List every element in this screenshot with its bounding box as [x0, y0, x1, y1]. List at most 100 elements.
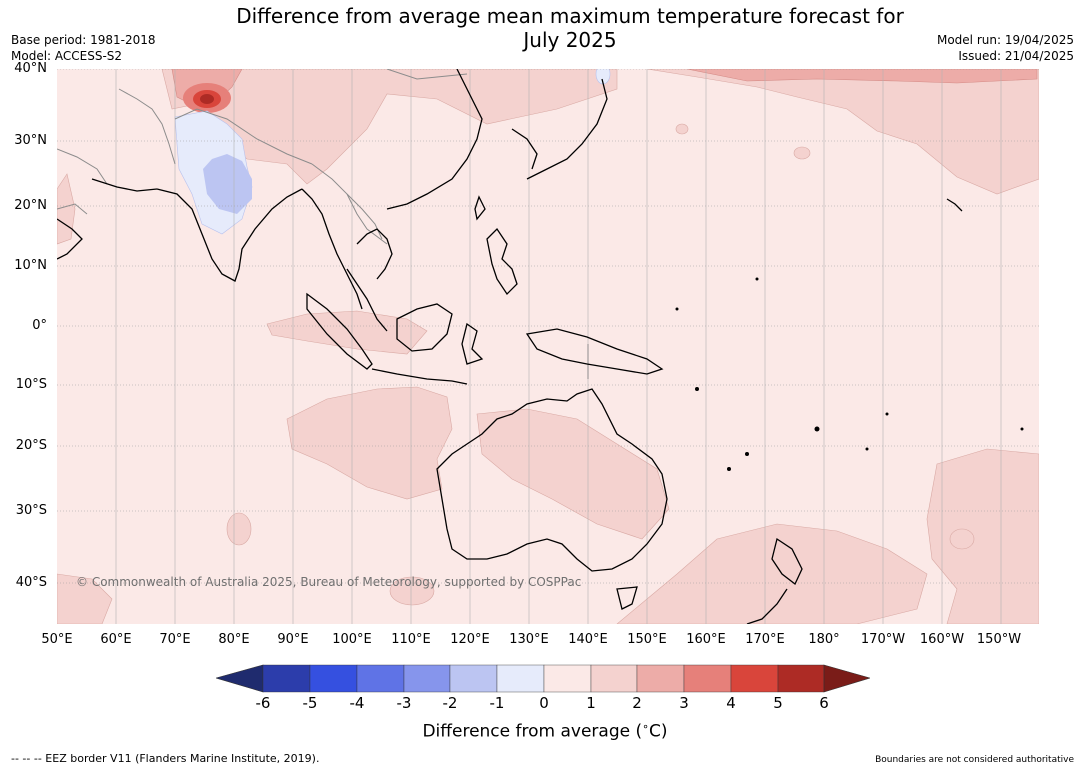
model-name: Model: ACCESS-S2	[11, 49, 123, 63]
lon-label-160w: 160°W	[919, 632, 965, 647]
base-period: Base period: 1981-2018	[11, 33, 156, 47]
coast-sulawesi	[461, 322, 484, 365]
zone-patch-a	[226, 512, 252, 546]
border-southeast-asia	[311, 163, 388, 245]
lon-label-70e: 70°E	[159, 632, 191, 647]
colorbar-tick-neg3: -3	[396, 694, 412, 712]
coast-sumatra	[306, 292, 373, 370]
issued-date: Issued: 21/04/2025	[958, 49, 1074, 63]
colorbar-label-unit: C)	[649, 721, 668, 742]
colorbar-bin-3-4	[683, 664, 732, 693]
island-fiji	[814, 426, 820, 432]
lon-label-110e: 110°E	[391, 632, 431, 647]
coast-indochina	[356, 228, 393, 280]
anomaly-zone-5-6	[200, 94, 214, 104]
coast-new-zealand-north	[771, 537, 803, 586]
island-new-caledonia	[727, 467, 731, 471]
meridians	[115, 69, 1002, 624]
island-solomon	[695, 387, 699, 391]
colorbar-bin-neg3-neg2	[403, 664, 451, 693]
colorbar	[216, 664, 870, 693]
lon-label-60e: 60°E	[100, 632, 132, 647]
colorbar-label: Difference from average (∘C)	[300, 720, 790, 742]
zone-india-cooler	[203, 154, 252, 214]
colorbar-tick-neg2: -2	[442, 694, 458, 712]
colorbar-tick-4: 4	[726, 694, 736, 712]
zone-patch-d	[675, 123, 689, 135]
lon-label-180: 180°	[808, 632, 840, 647]
colorbar-tick-neg6: -6	[255, 694, 271, 712]
lon-label-170e: 170°E	[745, 632, 785, 647]
run-info: Model run: 19/04/2025 Issued: 21/04/2025	[937, 32, 1074, 64]
colorbar-tick-6: 6	[819, 694, 829, 712]
coast-new-guinea	[525, 328, 664, 375]
lat-label-30n: 30°N	[14, 133, 47, 148]
colorbar-bin-neg5-neg4	[309, 664, 358, 693]
eez-legend: -- -- -- EEZ border V11 (Flanders Marine…	[11, 752, 320, 765]
lat-label-20n: 20°N	[14, 198, 47, 213]
zone-patch-e	[949, 528, 975, 550]
coastlines	[57, 69, 963, 624]
coast-bay-of-bengal	[301, 188, 363, 310]
colorbar-bin-neg6-neg5	[262, 664, 311, 693]
colorbar-bin-5-6	[777, 664, 825, 693]
colorbar-bin-neg1-0	[496, 664, 545, 693]
colorbar-tick-3: 3	[679, 694, 689, 712]
lon-label-100e: 100°E	[332, 632, 372, 647]
coast-japan	[526, 78, 608, 180]
country-borders	[57, 69, 589, 379]
border-india-china	[174, 108, 313, 165]
coast-new-zealand-south	[746, 588, 788, 624]
colorbar-label-text: Difference from average (	[422, 721, 643, 742]
colorbar-tick-0: 0	[539, 694, 549, 712]
zone-southwest-corner	[57, 573, 113, 624]
zone-west-indian-ocean	[57, 173, 76, 245]
colorbar-tick-5: 5	[773, 694, 783, 712]
zone-southeast-pacific	[926, 448, 1039, 624]
lat-label-30s: 30°S	[15, 503, 47, 518]
coast-hawaii	[946, 198, 963, 212]
lat-label-40s: 40°S	[15, 575, 47, 590]
colorbar-tick-neg5: -5	[302, 694, 318, 712]
copyright-notice: © Commonwealth of Australia 2025, Bureau…	[76, 575, 581, 589]
anomaly-zone-neg-2-1	[203, 154, 252, 214]
lat-label-40n: 40°N	[14, 61, 47, 76]
colorbar-tick-1: 1	[586, 694, 596, 712]
island-marshall	[755, 277, 759, 281]
zone-north-pacific-warm	[686, 69, 1038, 84]
title-line-1: Difference from average mean maximum tem…	[236, 4, 904, 28]
title-line-2: July 2025	[523, 28, 617, 52]
pacific-islands	[675, 277, 1024, 471]
island-vanuatu	[745, 452, 749, 456]
lon-label-140e: 140°E	[568, 632, 608, 647]
colorbar-arrow-high	[823, 664, 870, 693]
lon-label-50e: 50°E	[41, 632, 73, 647]
zone-north-pacific	[646, 69, 1039, 195]
zone-hotspot-core	[200, 94, 214, 104]
coast-australia	[436, 388, 668, 572]
zone-equatorial-indian	[266, 310, 428, 355]
colorbar-bin-neg4-neg3	[356, 664, 405, 693]
coast-malay-peninsula	[346, 268, 388, 332]
island-micronesia	[675, 307, 679, 311]
lon-label-130e: 130°E	[509, 632, 549, 647]
coast-java	[371, 368, 468, 385]
coast-china	[386, 69, 483, 210]
coast-pakistan	[91, 178, 158, 192]
colorbar-arrow-low	[216, 664, 264, 693]
lon-label-170w: 170°W	[860, 632, 906, 647]
map-title: Difference from average mean maximum tem…	[200, 4, 940, 52]
border-middle-east	[57, 203, 88, 215]
boundary-disclaimer: Boundaries are not considered authoritat…	[875, 755, 1074, 765]
island-cook	[1020, 427, 1024, 431]
colorbar-bin-4-5	[730, 664, 779, 693]
lat-label-20s: 20°S	[15, 438, 47, 453]
colorbar-tick-neg1: -1	[489, 694, 505, 712]
colorbar-bin-1-2	[590, 664, 638, 693]
coast-borneo	[396, 303, 453, 352]
model-info: Base period: 1981-2018 Model: ACCESS-S2	[11, 32, 156, 64]
coast-india	[156, 188, 303, 282]
lat-label-10n: 10°N	[14, 258, 47, 273]
colorbar-bin-0-1	[543, 664, 592, 693]
colorbar-tick-neg4: -4	[349, 694, 365, 712]
